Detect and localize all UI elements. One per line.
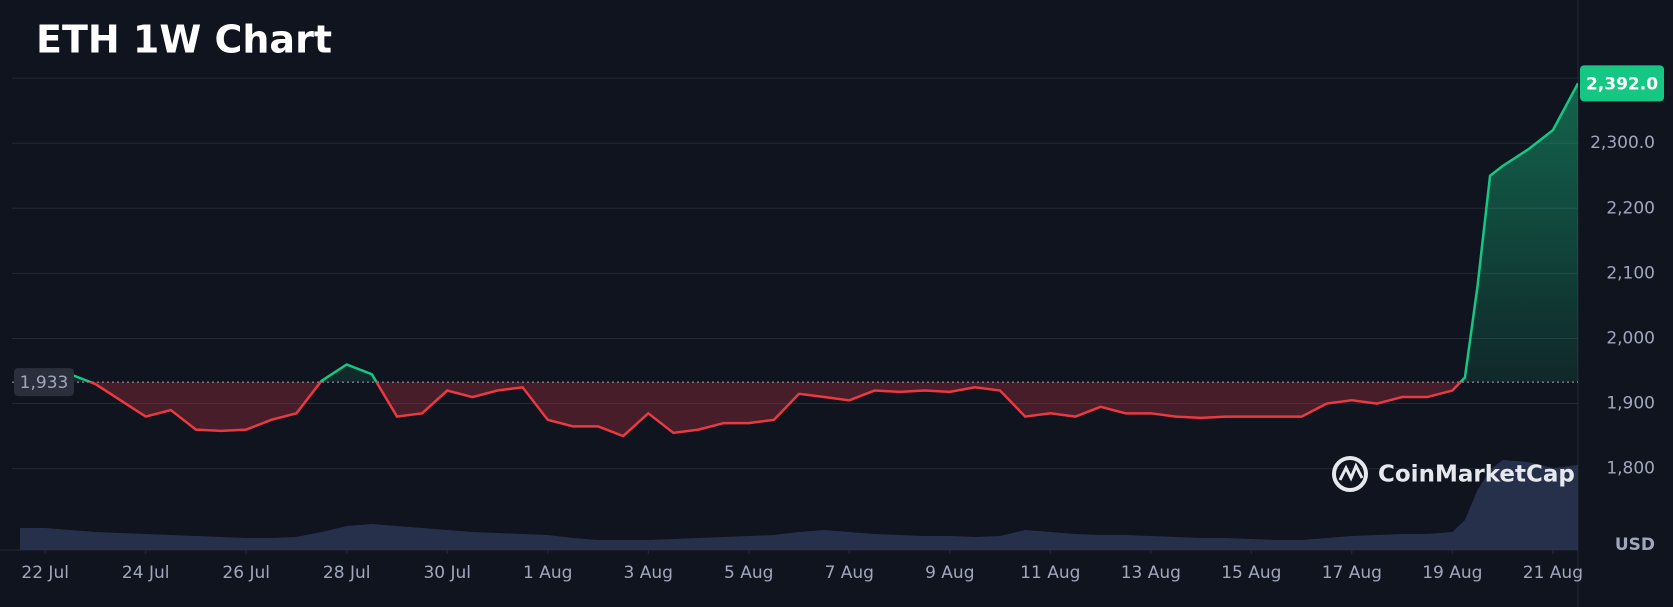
last-price-label: 2,392.0 [1586, 74, 1658, 94]
baseline-label: 1,933 [20, 373, 69, 393]
y-tick-label: 1,900 [1606, 394, 1655, 414]
watermark-logo [1332, 456, 1368, 492]
x-tick-label: 19 Aug [1422, 563, 1482, 583]
y-tick-label: 2,000 [1606, 328, 1655, 348]
x-tick-label: 26 Jul [222, 563, 270, 583]
price-line-down [86, 382, 1463, 438]
x-tick-label: 9 Aug [925, 563, 974, 583]
baseline-label-box [14, 368, 74, 397]
x-tick-label: 24 Jul [122, 563, 170, 583]
chart-title: ETH 1W Chart [36, 18, 332, 62]
watermark-logo [1338, 462, 1364, 482]
y-tick-label: 2,300.0 [1590, 133, 1655, 153]
x-tick-label: 22 Jul [21, 563, 69, 583]
x-tick-label: 7 Aug [825, 563, 874, 583]
x-tick-label: 21 Aug [1523, 563, 1583, 583]
x-tick-label: 17 Aug [1322, 563, 1382, 583]
volume-area [20, 460, 1578, 550]
y-tick-label: 2,100 [1606, 263, 1655, 283]
currency-label: USD [1615, 535, 1655, 555]
x-tick-label: 28 Jul [323, 563, 371, 583]
x-tick-label: 15 Aug [1221, 563, 1281, 583]
x-tick-label: 11 Aug [1020, 563, 1080, 583]
y-tick-label: 2,200 [1606, 198, 1655, 218]
y-tick-label: 1,800 [1606, 459, 1655, 479]
x-tick-label: 13 Aug [1121, 563, 1181, 583]
x-tick-label: 3 Aug [624, 563, 673, 583]
x-tick-label: 1 Aug [523, 563, 572, 583]
x-tick-label: 30 Jul [423, 563, 471, 583]
area-below [90, 382, 1461, 437]
last-price-box [1580, 65, 1664, 102]
x-tick-label: 5 Aug [724, 563, 773, 583]
watermark: CoinMarketCap [1378, 462, 1575, 488]
